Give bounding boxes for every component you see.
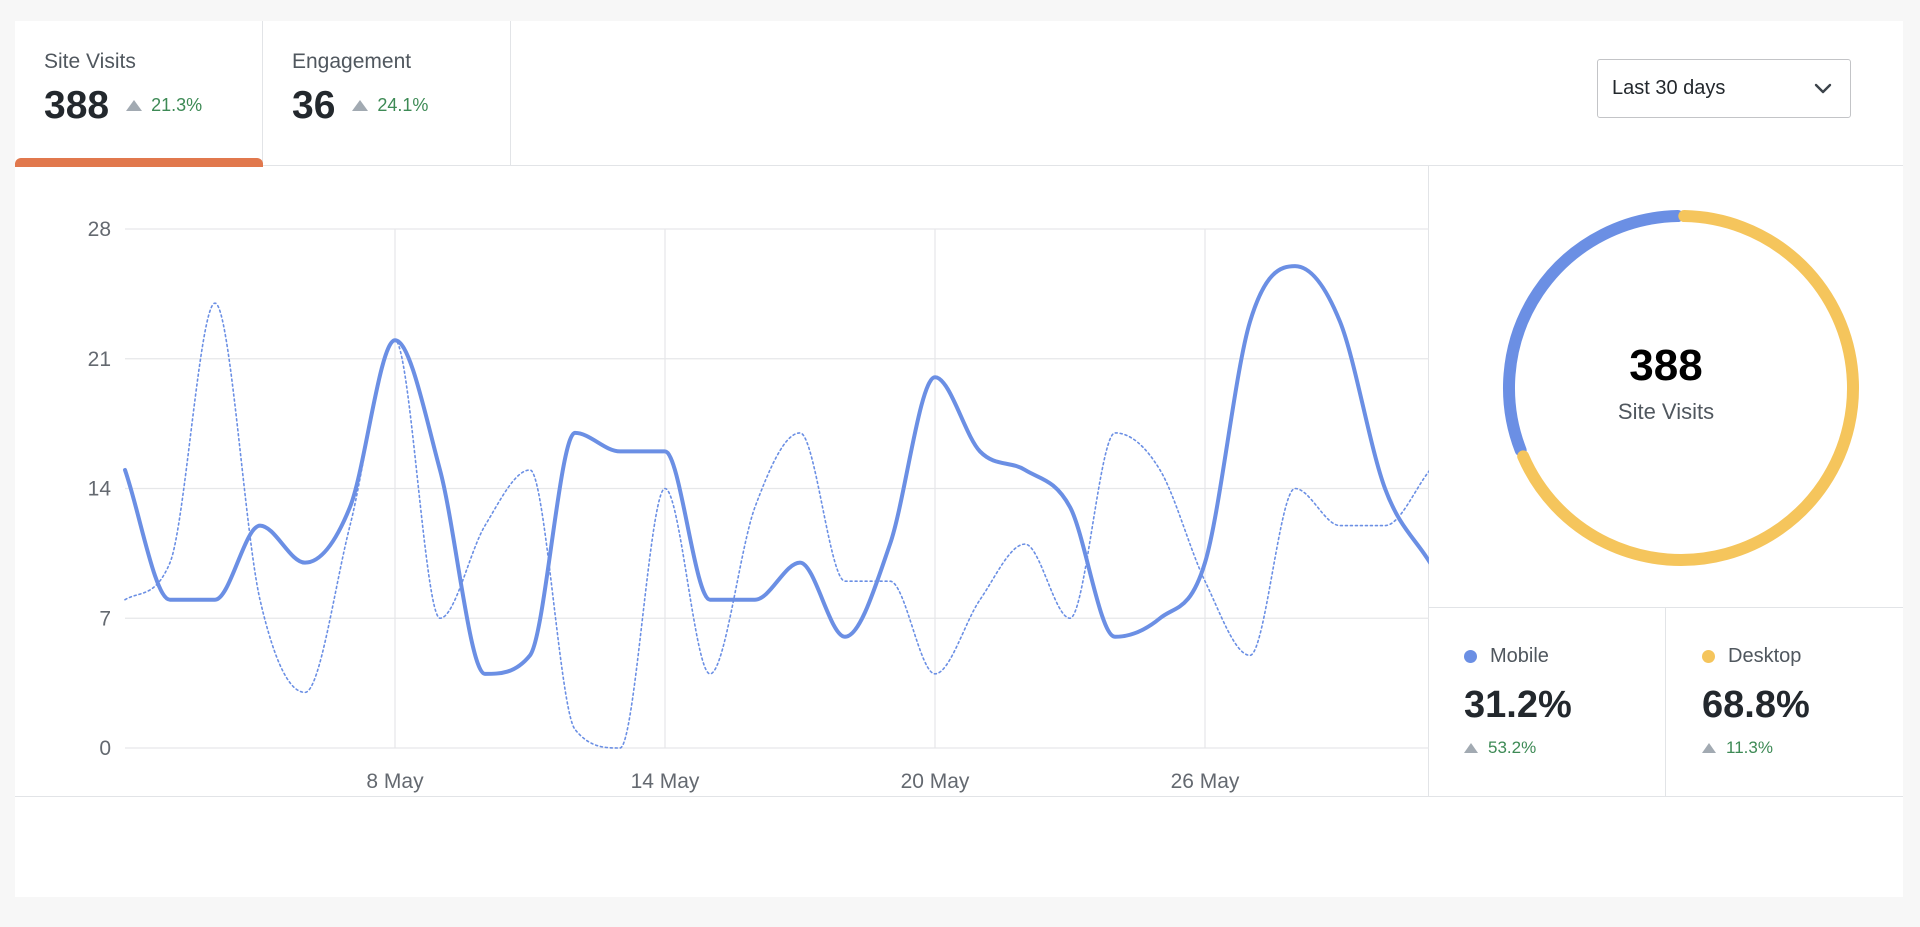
active-tab-indicator [15,158,263,167]
delta-value: 24.1% [377,95,429,115]
date-range-select[interactable]: Last 30 days [1597,59,1851,118]
delta-badge: 24.1% [352,95,428,116]
chevron-down-icon [1814,83,1832,93]
y-tick-label: 14 [88,478,112,501]
tab-value: 36 [292,84,336,127]
legend-label: Desktop [1728,645,1802,667]
x-tick-label: 8 May [366,770,424,793]
y-tick-label: 21 [88,348,111,371]
x-tick-label: 14 May [631,770,700,793]
triangle-up-icon [126,100,143,111]
legend-label: Mobile [1490,645,1549,667]
x-tick-label: 26 May [1171,770,1240,793]
legend-item-desktop: Desktop 68.8% 11.3% [1666,608,1903,797]
delta-value: 53.2% [1488,738,1537,757]
triangle-up-icon [352,100,369,111]
desktop-dot-icon [1702,649,1715,663]
series-line-current [123,264,1429,676]
line-chart: 0 7 14 21 28 8 May 14 May 20 May 26 May [15,166,1429,797]
donut-total: 388 [1629,341,1703,390]
donut-chart-svg [1503,210,1859,566]
legend-item-mobile: Mobile 31.2% 53.2% [1429,608,1666,797]
delta-value: 11.3% [1726,738,1773,757]
triangle-up-icon [1464,743,1478,753]
legend-value: 31.2% [1464,684,1572,726]
y-tick-label: 28 [88,218,111,241]
tab-site-visits[interactable]: Site Visits 388 21.3% [15,21,263,167]
stats-card: Site Visits 388 21.3% Engagement 36 24.1… [15,21,1903,897]
tab-label: Engagement [292,50,412,73]
series-line-previous [124,302,1429,749]
y-tick-label: 7 [99,607,111,630]
donut-chart: 388 Site Visits [1429,166,1903,608]
donut-segment-desktop [1517,210,1859,566]
stats-header: Site Visits 388 21.3% Engagement 36 24.1… [15,21,1903,167]
delta-value: 21.3% [151,95,203,115]
x-tick-label: 20 May [901,770,970,793]
tab-value: 388 [44,84,110,127]
tab-label: Site Visits [44,50,136,73]
delta-badge: 53.2% [1464,738,1665,758]
delta-badge: 21.3% [126,95,202,116]
mobile-dot-icon [1464,649,1477,663]
tab-engagement[interactable]: Engagement 36 24.1% [263,21,511,165]
line-chart-svg: 0 7 14 21 28 8 May 14 May 20 May 26 May [88,218,1429,793]
donut-segment-mobile [1503,210,1684,457]
donut-label: Site Visits [1617,399,1715,424]
delta-badge: 11.3% [1702,738,1903,758]
date-range-label: Last 30 days [1612,77,1726,99]
legend-value: 68.8% [1702,684,1810,726]
triangle-up-icon [1702,743,1716,753]
y-tick-label: 0 [99,737,111,760]
